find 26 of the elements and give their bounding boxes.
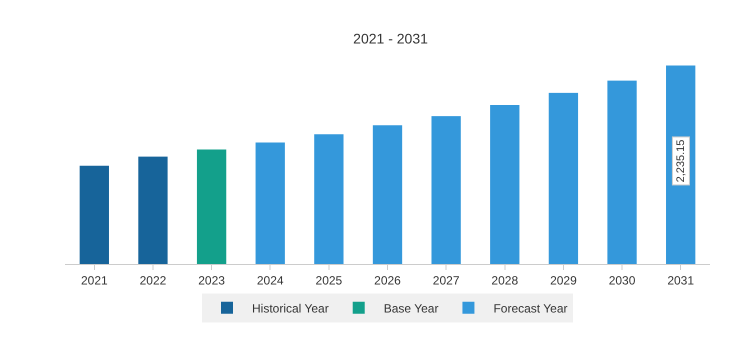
x-tick-label: 2027 (432, 273, 460, 288)
legend-label: Base Year (384, 301, 438, 316)
x-tick-label: 2028 (491, 273, 518, 288)
bar (431, 116, 461, 264)
x-tick-label: 2022 (140, 273, 167, 288)
bar (490, 104, 520, 264)
bar (548, 92, 578, 264)
data-label: 2,235.15 (674, 140, 687, 182)
bar (607, 80, 637, 264)
x-tick-label: 2024 (256, 273, 284, 288)
x-tick-label: 2026 (374, 273, 402, 288)
bar (256, 142, 285, 264)
bar (196, 150, 226, 264)
x-tick-label: 2030 (608, 273, 636, 288)
x-tick-label: 2023 (198, 273, 226, 288)
bar (372, 125, 402, 264)
chart-title: 2021 - 2031 (353, 30, 428, 47)
x-tick-label: 2025 (316, 273, 343, 288)
bar (80, 166, 109, 264)
x-tick-label: 2029 (550, 273, 578, 288)
x-tick-label: 2031 (667, 273, 694, 288)
bar (138, 156, 168, 264)
x-tick-label: 2021 (80, 273, 108, 288)
legend-label: Historical Year (252, 301, 329, 316)
legend-label: Forecast Year (493, 301, 568, 316)
bar (314, 134, 344, 264)
